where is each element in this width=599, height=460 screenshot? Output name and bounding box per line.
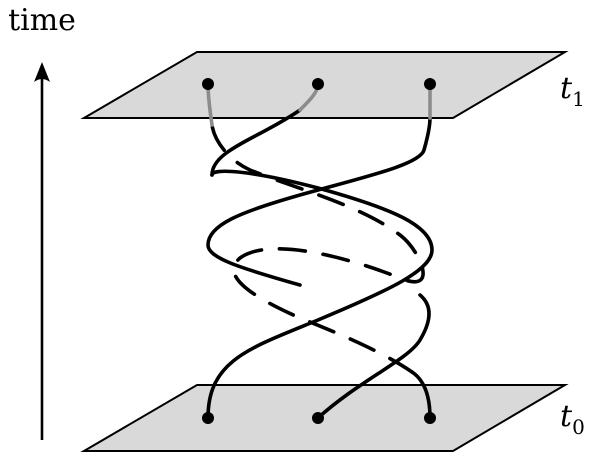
time-axis-label: time: [8, 3, 76, 38]
top-node-middle: [312, 78, 324, 90]
top-node-right: [424, 78, 436, 90]
bottom-nodes: [202, 412, 436, 424]
time-axis: time: [8, 3, 76, 440]
strand-b: [206, 82, 432, 420]
top-nodes: [202, 78, 436, 90]
top-plane-label: t1: [560, 71, 585, 111]
strand-b-lower: [316, 293, 431, 420]
strand-b-middle: [206, 116, 432, 287]
top-node-left: [202, 78, 214, 90]
strand-a: [206, 82, 434, 420]
bottom-node-middle: [312, 412, 324, 424]
bottom-node-left: [202, 412, 214, 424]
bottom-node-right: [424, 412, 436, 424]
time-arrow-head-icon: [34, 62, 50, 82]
strand-a-lower: [206, 169, 434, 420]
strand-c-dashed: [210, 123, 425, 374]
strand-a-upper: [210, 108, 302, 177]
bottom-plane-label: t0: [560, 399, 585, 439]
strand-c: [206, 82, 432, 420]
bottom-plane: [80, 384, 569, 452]
top-plane: [80, 51, 569, 119]
